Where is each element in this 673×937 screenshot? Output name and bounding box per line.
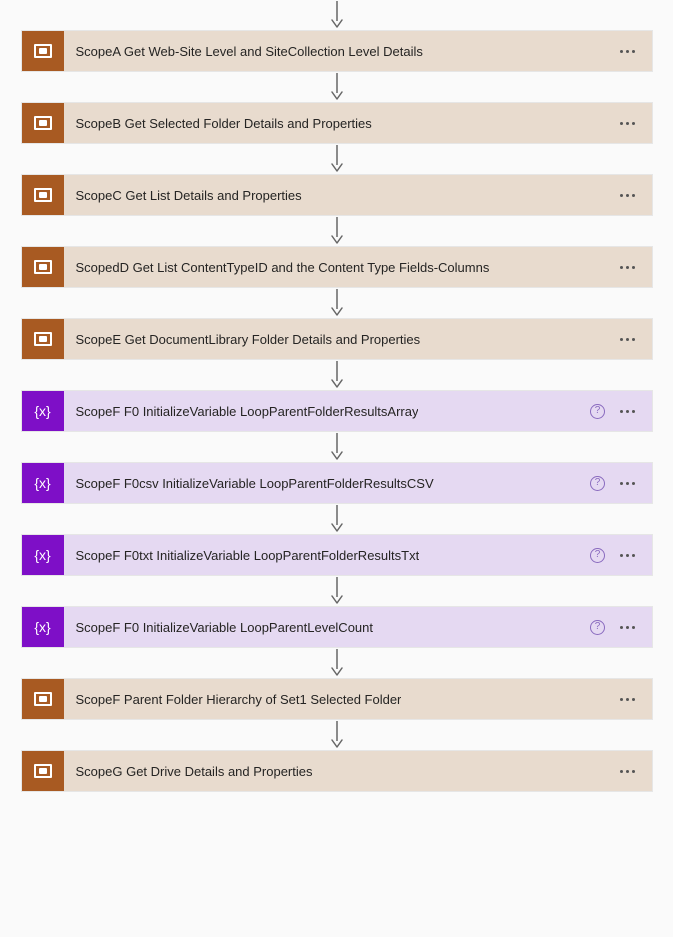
step-actions: ? [590, 471, 640, 495]
scope-icon [22, 175, 64, 215]
connector-arrow [330, 504, 344, 534]
step-label: ScopeF F0csv InitializeVariable LoopPare… [76, 476, 434, 491]
more-options-button[interactable] [616, 399, 640, 423]
scope-icon [22, 319, 64, 359]
flow-step-2[interactable]: ScopeC Get List Details and Properties [21, 174, 653, 216]
more-options-button[interactable] [616, 39, 640, 63]
connector-arrow [330, 144, 344, 174]
step-body: ScopeF F0 InitializeVariable LoopParentF… [64, 391, 652, 431]
step-body: ScopeE Get DocumentLibrary Folder Detail… [64, 319, 652, 359]
step-actions [616, 183, 640, 207]
connector-arrow [330, 432, 344, 462]
more-options-button[interactable] [616, 471, 640, 495]
step-actions: ? [590, 399, 640, 423]
flow-step-8[interactable]: {x} ScopeF F0 InitializeVariable LoopPare… [21, 606, 653, 648]
step-actions [616, 327, 640, 351]
flow-step-7[interactable]: {x} ScopeF F0txt InitializeVariable LoopP… [21, 534, 653, 576]
more-options-button[interactable] [616, 687, 640, 711]
step-body: ScopeF F0 InitializeVariable LoopParentL… [64, 607, 652, 647]
flow-container: ScopeA Get Web-Site Level and SiteCollec… [0, 0, 673, 792]
step-label: ScopeA Get Web-Site Level and SiteCollec… [76, 44, 423, 59]
more-options-button[interactable] [616, 543, 640, 567]
step-actions: ? [590, 615, 640, 639]
connector-arrow [330, 576, 344, 606]
step-label: ScopeG Get Drive Details and Properties [76, 764, 313, 779]
more-options-button[interactable] [616, 255, 640, 279]
step-label: ScopeE Get DocumentLibrary Folder Detail… [76, 332, 421, 347]
step-actions [616, 111, 640, 135]
connector-arrow [330, 648, 344, 678]
flow-step-0[interactable]: ScopeA Get Web-Site Level and SiteCollec… [21, 30, 653, 72]
flow-step-6[interactable]: {x} ScopeF F0csv InitializeVariable LoopP… [21, 462, 653, 504]
step-actions [616, 759, 640, 783]
help-icon[interactable]: ? [590, 619, 606, 635]
connector-arrow [330, 72, 344, 102]
step-body: ScopeG Get Drive Details and Properties [64, 751, 652, 791]
scope-icon [22, 247, 64, 287]
step-body: ScopeF Parent Folder Hierarchy of Set1 S… [64, 679, 652, 719]
step-body: ScopeF F0csv InitializeVariable LoopPare… [64, 463, 652, 503]
step-actions [616, 687, 640, 711]
more-options-button[interactable] [616, 327, 640, 351]
variable-icon: {x} [22, 535, 64, 575]
step-label: ScopeF F0txt InitializeVariable LoopPare… [76, 548, 420, 563]
scope-icon [22, 103, 64, 143]
connector-arrow [330, 720, 344, 750]
variable-icon: {x} [22, 463, 64, 503]
scope-icon [22, 679, 64, 719]
variable-icon: {x} [22, 391, 64, 431]
flow-step-10[interactable]: ScopeG Get Drive Details and Properties [21, 750, 653, 792]
connector-arrow [330, 288, 344, 318]
connector-arrow [330, 0, 344, 30]
flow-step-1[interactable]: ScopeB Get Selected Folder Details and P… [21, 102, 653, 144]
more-options-button[interactable] [616, 183, 640, 207]
step-body: ScopeC Get List Details and Properties [64, 175, 652, 215]
help-icon[interactable]: ? [590, 403, 606, 419]
step-actions [616, 255, 640, 279]
scope-icon [22, 751, 64, 791]
step-actions [616, 39, 640, 63]
flow-step-5[interactable]: {x} ScopeF F0 InitializeVariable LoopPare… [21, 390, 653, 432]
step-body: ScopeA Get Web-Site Level and SiteCollec… [64, 31, 652, 71]
connector-arrow [330, 216, 344, 246]
connector-arrow [330, 360, 344, 390]
help-icon[interactable]: ? [590, 547, 606, 563]
variable-icon: {x} [22, 607, 64, 647]
step-label: ScopeF F0 InitializeVariable LoopParentL… [76, 620, 374, 635]
more-options-button[interactable] [616, 759, 640, 783]
step-label: ScopeF F0 InitializeVariable LoopParentF… [76, 404, 419, 419]
step-label: ScopeF Parent Folder Hierarchy of Set1 S… [76, 692, 402, 707]
step-body: ScopeF F0txt InitializeVariable LoopPare… [64, 535, 652, 575]
flow-step-3[interactable]: ScopedD Get List ContentTypeID and the C… [21, 246, 653, 288]
flow-step-4[interactable]: ScopeE Get DocumentLibrary Folder Detail… [21, 318, 653, 360]
step-label: ScopeB Get Selected Folder Details and P… [76, 116, 372, 131]
flow-step-9[interactable]: ScopeF Parent Folder Hierarchy of Set1 S… [21, 678, 653, 720]
help-icon[interactable]: ? [590, 475, 606, 491]
scope-icon [22, 31, 64, 71]
more-options-button[interactable] [616, 615, 640, 639]
step-body: ScopedD Get List ContentTypeID and the C… [64, 247, 652, 287]
step-label: ScopedD Get List ContentTypeID and the C… [76, 260, 490, 275]
more-options-button[interactable] [616, 111, 640, 135]
step-actions: ? [590, 543, 640, 567]
step-body: ScopeB Get Selected Folder Details and P… [64, 103, 652, 143]
step-label: ScopeC Get List Details and Properties [76, 188, 302, 203]
